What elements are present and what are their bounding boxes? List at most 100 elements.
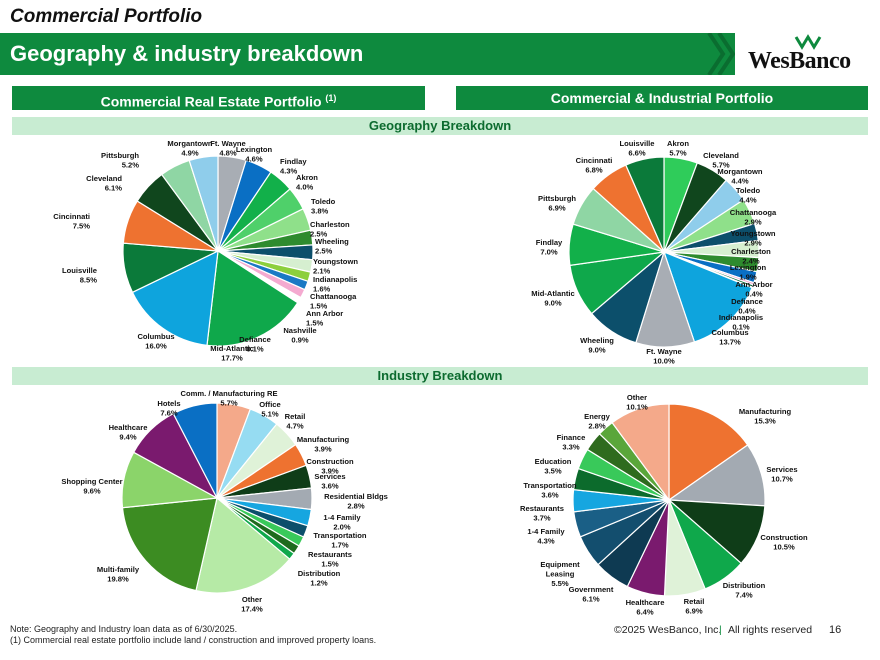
ci-ind-label-services: Services 10.7%	[766, 465, 797, 484]
industry-heading: Industry Breakdown	[12, 367, 868, 385]
banner-title: Geography & industry breakdown	[10, 41, 364, 66]
cre-ind-label-multi-family: Multi-family 19.8%	[97, 565, 140, 584]
left-section-header: Commercial Real Estate Portfolio (1)	[12, 86, 425, 110]
ci-geo-label-lexington: Lexington 1.9%	[730, 263, 767, 282]
ci-ind-label-manufacturing: Manufacturing 15.3%	[739, 407, 792, 426]
cre-geo-label-wheeling: Wheeling 2.5%	[315, 237, 349, 256]
ci-ind-slice-manufacturing	[668, 403, 749, 502]
ci-geo-label-louisville: Louisville 6.6%	[619, 139, 654, 158]
right-section-header: Commercial & Industrial Portfolio	[456, 86, 868, 110]
cre-ind-label-distribution: Distribution 1.2%	[298, 569, 341, 588]
cre-geo-label-mid-atlantic: Mid-Atlantic 17.7%	[210, 344, 253, 363]
cre-ind-label-manufacturing: Manufacturing 3.9%	[297, 435, 350, 454]
cre-geo-label-charleston: Charleston 2.5%	[310, 220, 350, 239]
ci-geo-label-mid-atlantic: Mid-Atlantic 9.0%	[531, 289, 574, 308]
ci-ind-label-transportation: Transportation 3.6%	[523, 481, 577, 500]
cre-ind-label-residential-bldgs: Residential Bldgs 2.8%	[324, 492, 388, 511]
rights-text: All rights reserved	[728, 624, 813, 636]
cre-geo-label-youngstown: Youngstown 2.1%	[313, 257, 358, 276]
cre-ind-slice-multi-family	[121, 497, 218, 592]
ci-geo-label-columbus: Columbus 13.7%	[711, 328, 748, 347]
cre-geo-slice-mid-atlantic	[206, 249, 299, 347]
ci-geo-label-ft-wayne: Ft. Wayne 10.0%	[646, 347, 682, 366]
ci-ind-label-education: Education 3.5%	[535, 457, 572, 476]
ci-ind-label-government: Government 6.1%	[569, 585, 614, 604]
cre-geo-label-lexington: Lexington 4.6%	[236, 145, 273, 164]
cre-geo-label-morgantown: Morgantown 4.9%	[167, 139, 212, 158]
cre-geo-label-ann-arbor: Ann Arbor 1.5%	[306, 309, 343, 328]
ci-ind-label-finance: Finance 3.3%	[557, 433, 586, 452]
cre-geo-slice-morgantown	[188, 155, 219, 252]
ci-geo-label-charleston: Charleston 2.4%	[731, 247, 771, 266]
ci-geo-label-pittsburgh: Pittsburgh 6.9%	[538, 194, 576, 213]
ci-geo-pie: Louisville 6.6% Akron 5.7% Cleveland 5.7% Cinc…	[531, 139, 777, 366]
ci-geo-label-cincinnati: Cincinnati 6.8%	[576, 156, 613, 175]
ci-ind-label-healthcare: Healthcare 6.4%	[626, 598, 665, 617]
ci-ind-label-distribution: Distribution 7.4%	[723, 581, 766, 600]
left-section-footnote-marker: (1)	[325, 93, 337, 103]
logo-mark-icon	[794, 34, 822, 50]
ci-ind-slice-other	[611, 403, 670, 502]
ci-ind-label-construction: Construction 10.5%	[760, 533, 808, 552]
cre-geo-label-columbus: Columbus 16.0%	[137, 332, 174, 351]
geography-heading: Geography Breakdown	[12, 117, 868, 135]
cre-geo-slice-columbus	[131, 249, 219, 347]
cre-ind-label-other: Other 17.4%	[241, 595, 263, 614]
cre-geo-label-chattanooga: Chattanooga 1.5%	[310, 292, 357, 311]
cre-geo-label-cincinnati: Cincinnati 7.5%	[53, 212, 90, 231]
cre-ind-slice-other	[195, 496, 291, 594]
ci-ind-label-retail: Retail 6.9%	[684, 597, 705, 616]
footer-divider: |	[719, 624, 722, 636]
ci-ind-label-equipment-leasing: Equipment Leasing 5.5%	[540, 560, 580, 588]
wesbanco-logo: WesBanco	[748, 34, 858, 74]
note-line-1: Note: Geography and Industry loan data a…	[10, 624, 238, 634]
cre-ind-label-comm-manufacturing-re: Comm. / Manufacturing RE 5.7%	[180, 389, 277, 408]
ci-geo-label-morgantown: Morgantown 4.4%	[717, 167, 762, 186]
cre-geo-label-cleveland: Cleveland 6.1%	[86, 174, 122, 193]
cre-geo-label-nashville: Nashville 0.9%	[283, 326, 316, 345]
cre-ind-label-office: Office 5.1%	[259, 400, 281, 419]
left-section-title: Commercial Real Estate Portfolio	[100, 93, 322, 110]
logo-text: WesBanco	[748, 48, 851, 74]
cre-ind-pie: Comm. / Manufacturing RE 5.7%Hotels 7.6% Of…	[61, 389, 387, 614]
ci-ind-label-restaurants: Restaurants 3.7%	[520, 504, 564, 523]
ci-geo-label-cleveland: Cleveland 5.7%	[703, 151, 739, 170]
cre-geo-label-defiance: Defiance 0.1%	[239, 335, 271, 354]
slide-title: Commercial Portfolio	[10, 6, 203, 27]
cre-geo-label-indianapolis: Indianapolis 1.6%	[313, 275, 357, 294]
cre-ind-label-retail: Retail 4.7%	[285, 412, 306, 431]
cre-ind-label-construction: Construction 3.9%	[306, 457, 354, 476]
title-banner: Geography & industry breakdown	[0, 33, 735, 75]
cre-ind-slice-hotels	[172, 402, 218, 499]
ci-geo-label-ann-arbor: Ann Arbor 0.4%	[735, 280, 772, 299]
ci-geo-label-toledo: Toledo 4.4%	[736, 186, 761, 205]
ci-geo-label-findlay: Findlay 7.0%	[536, 238, 563, 257]
cre-geo-label-toledo: Toledo 3.8%	[311, 197, 336, 216]
cre-geo-label-louisville: Louisville 8.5%	[62, 266, 97, 285]
cre-ind-label-restaurants: Restaurants 1.5%	[308, 550, 352, 569]
note-line-2: (1) Commercial real estate portfolio inc…	[10, 635, 377, 645]
ci-geo-slice-louisville	[625, 156, 665, 253]
cre-geo-label-akron: Akron 4.0%	[296, 173, 318, 192]
cre-geo-pie: Morgantown 4.9%Ft. Wayne 4.8% Lexington 4.6%…	[53, 139, 358, 363]
cre-ind-label-hotels: Hotels 7.6%	[157, 399, 180, 418]
ci-geo-label-defiance: Defiance 0.4%	[731, 297, 763, 316]
ci-geo-label-akron: Akron 5.7%	[667, 139, 689, 158]
page-number: 16	[829, 624, 842, 636]
ci-ind-pie: Other 10.1% Energy 2.8% Manufacturing 15.3% Fi…	[520, 393, 808, 617]
ci-ind-label-other: Other 10.1%	[626, 393, 648, 412]
right-section-title: Commercial & Industrial Portfolio	[550, 90, 774, 106]
ci-geo-label-chattanooga: Chattanooga 2.9%	[730, 208, 777, 227]
cre-ind-label-1-4-family: 1-4 Family 2.0%	[323, 513, 361, 532]
cre-geo-label-pittsburgh: Pittsburgh 5.2%	[101, 151, 139, 170]
ci-geo-label-indianapolis: Indianapolis 0.1%	[719, 313, 763, 332]
cre-ind-label-shopping-center: Shopping Center 9.6%	[61, 477, 122, 496]
banner-chevrons	[707, 33, 735, 75]
cre-ind-label-services: Services 3.6%	[314, 472, 345, 491]
ci-ind-label-energy: Energy 2.8%	[584, 412, 611, 431]
ci-geo-slice-columbus	[663, 250, 753, 343]
ci-ind-label-1-4-family: 1-4 Family 4.3%	[527, 527, 565, 546]
cre-ind-label-transportation: Transportation 1.7%	[313, 531, 367, 550]
copyright: ©2025 WesBanco, Inc.	[614, 624, 722, 636]
